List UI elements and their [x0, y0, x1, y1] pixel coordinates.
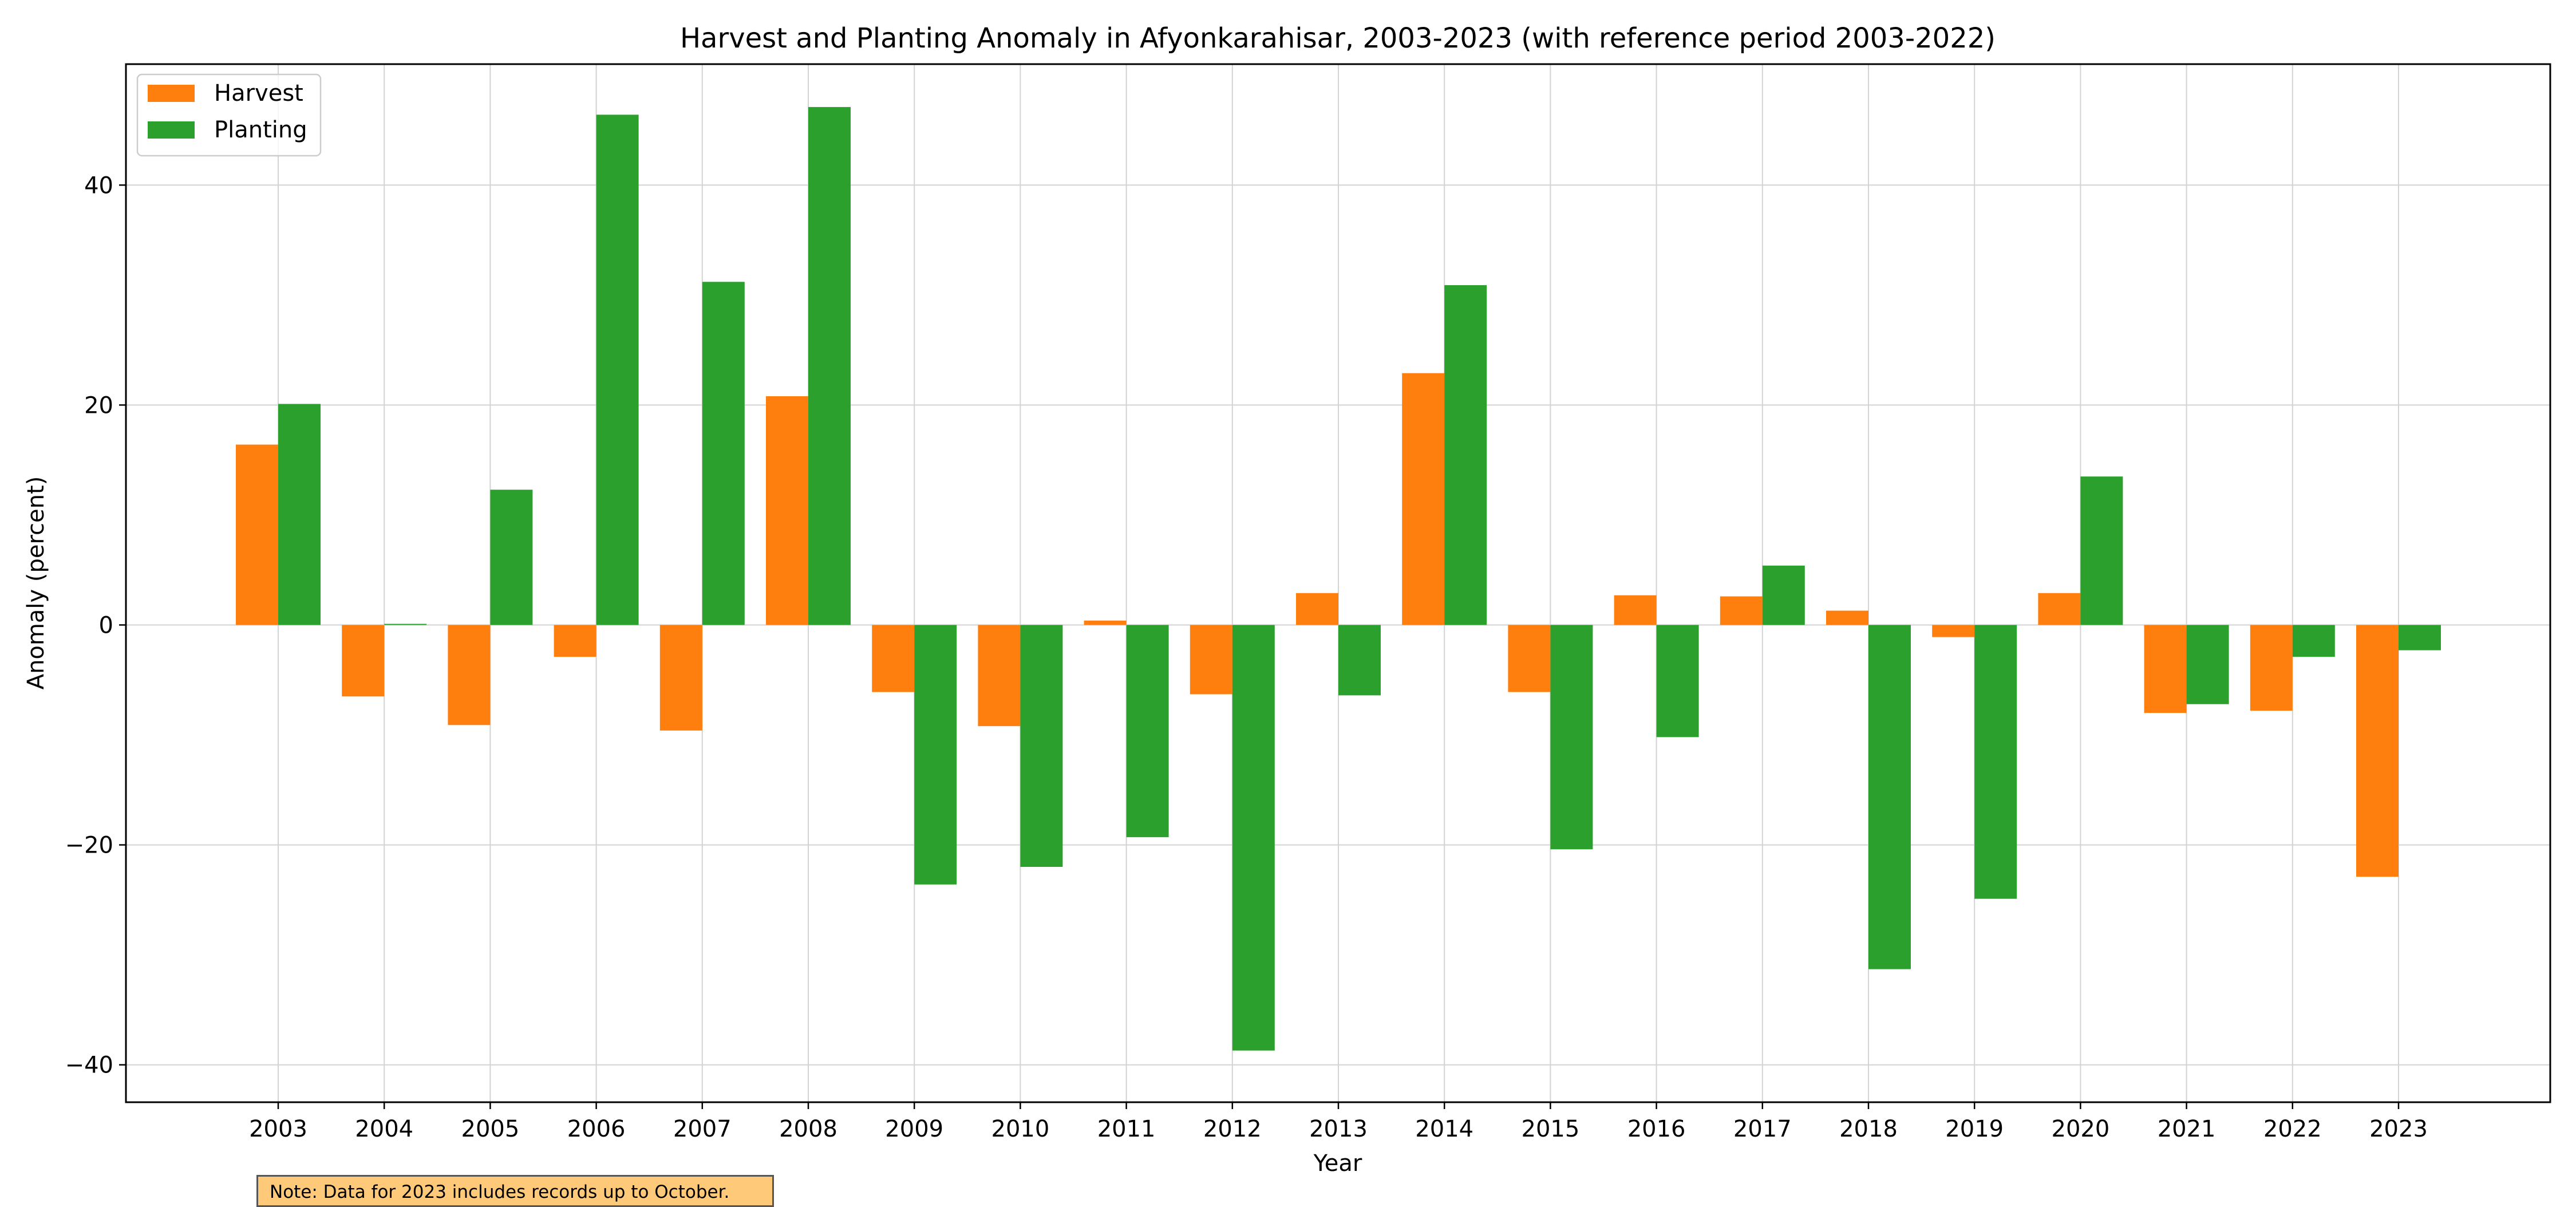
bar-planting-2012 — [1232, 625, 1275, 1051]
bar-planting-2018 — [1868, 625, 1911, 969]
x-tick-label: 2006 — [567, 1116, 626, 1142]
y-tick-label: 0 — [99, 612, 113, 638]
bar-planting-2021 — [2186, 625, 2229, 704]
bar-planting-2023 — [2399, 625, 2441, 650]
x-tick-label: 2015 — [1522, 1116, 1580, 1142]
x-axis-label: Year — [1313, 1150, 1362, 1177]
legend: Harvest Planting — [136, 73, 322, 157]
bar-harvest-2015 — [1508, 625, 1551, 692]
bar-harvest-2016 — [1614, 595, 1657, 625]
x-tick-label: 2023 — [2369, 1116, 2428, 1142]
bar-harvest-2014 — [1402, 373, 1445, 625]
bar-planting-2013 — [1338, 625, 1381, 696]
x-tick-label: 2012 — [1203, 1116, 1262, 1142]
x-tick-label: 2011 — [1097, 1116, 1156, 1142]
y-tick-label: −20 — [65, 833, 113, 859]
bar-harvest-2019 — [1932, 625, 1975, 637]
x-tick-label: 2007 — [673, 1116, 732, 1142]
bar-harvest-2013 — [1296, 593, 1338, 625]
x-axis: 2003 2004 2005 2006 2007 2008 2009 2010 2011 2012… — [249, 1102, 2428, 1142]
x-tick-label: 2016 — [1627, 1116, 1686, 1142]
x-tick-label: 2017 — [1733, 1116, 1792, 1142]
bar-planting-2008 — [808, 107, 851, 625]
x-tick-label: 2013 — [1309, 1116, 1368, 1142]
bar-planting-2004 — [384, 624, 427, 625]
bar-harvest-2017 — [1720, 596, 1763, 625]
bar-planting-2007 — [702, 282, 745, 625]
bar-planting-2005 — [490, 490, 533, 625]
legend-swatch-planting — [148, 121, 195, 139]
bar-planting-2009 — [914, 625, 957, 885]
x-tick-label: 2018 — [1839, 1116, 1898, 1142]
bar-planting-2020 — [2080, 476, 2123, 625]
bar-planting-2011 — [1126, 625, 1169, 838]
x-tick-label: 2003 — [249, 1116, 307, 1142]
bar-planting-2014 — [1444, 285, 1487, 625]
y-axis: −40 −20 0 20 40 — [65, 172, 126, 1079]
chart-title: Harvest and Planting Anomaly in Afyonkar… — [680, 22, 1996, 54]
y-tick-label: 20 — [84, 392, 113, 419]
bar-planting-2010 — [1020, 625, 1063, 867]
x-tick-label: 2004 — [355, 1116, 413, 1142]
bars — [236, 107, 2441, 1051]
legend-label-planting: Planting — [214, 117, 307, 143]
bar-harvest-2011 — [1084, 620, 1127, 625]
bar-harvest-2007 — [659, 625, 702, 731]
bar-planting-2015 — [1550, 625, 1593, 850]
bar-planting-2006 — [596, 115, 639, 625]
y-axis-label: Anomaly (percent) — [23, 476, 49, 690]
x-tick-label: 2014 — [1415, 1116, 1473, 1142]
bar-planting-2019 — [1974, 625, 2017, 899]
x-tick-label: 2008 — [779, 1116, 837, 1142]
bar-harvest-2008 — [766, 396, 808, 625]
bar-harvest-2023 — [2356, 625, 2399, 877]
y-tick-label: −40 — [65, 1052, 113, 1079]
bar-harvest-2018 — [1826, 610, 1868, 625]
bar-harvest-2022 — [2250, 625, 2293, 711]
bar-harvest-2006 — [554, 625, 596, 657]
x-tick-label: 2009 — [885, 1116, 943, 1142]
y-tick-label: 40 — [84, 172, 113, 199]
bar-harvest-2009 — [872, 625, 915, 692]
bar-planting-2022 — [2292, 625, 2335, 657]
bar-planting-2003 — [278, 404, 321, 625]
bar-planting-2016 — [1656, 625, 1699, 737]
bar-harvest-2010 — [978, 625, 1021, 727]
bar-harvest-2005 — [448, 625, 491, 725]
bar-harvest-2004 — [342, 625, 385, 697]
x-tick-label: 2005 — [461, 1116, 520, 1142]
legend-label-harvest: Harvest — [214, 80, 303, 107]
bar-planting-2017 — [1762, 565, 1805, 625]
x-tick-label: 2022 — [2263, 1116, 2322, 1142]
x-tick-label: 2021 — [2158, 1116, 2216, 1142]
note-box: Note: Data for 2023 includes records up … — [256, 1175, 774, 1207]
bar-harvest-2012 — [1190, 625, 1232, 695]
bar-harvest-2003 — [236, 444, 278, 625]
x-tick-label: 2010 — [991, 1116, 1050, 1142]
bar-harvest-2021 — [2144, 625, 2187, 713]
legend-swatch-harvest — [148, 85, 195, 102]
x-tick-label: 2020 — [2052, 1116, 2110, 1142]
note-text: Note: Data for 2023 includes records up … — [270, 1182, 730, 1202]
bar-harvest-2020 — [2038, 593, 2081, 625]
x-tick-label: 2019 — [1945, 1116, 2004, 1142]
